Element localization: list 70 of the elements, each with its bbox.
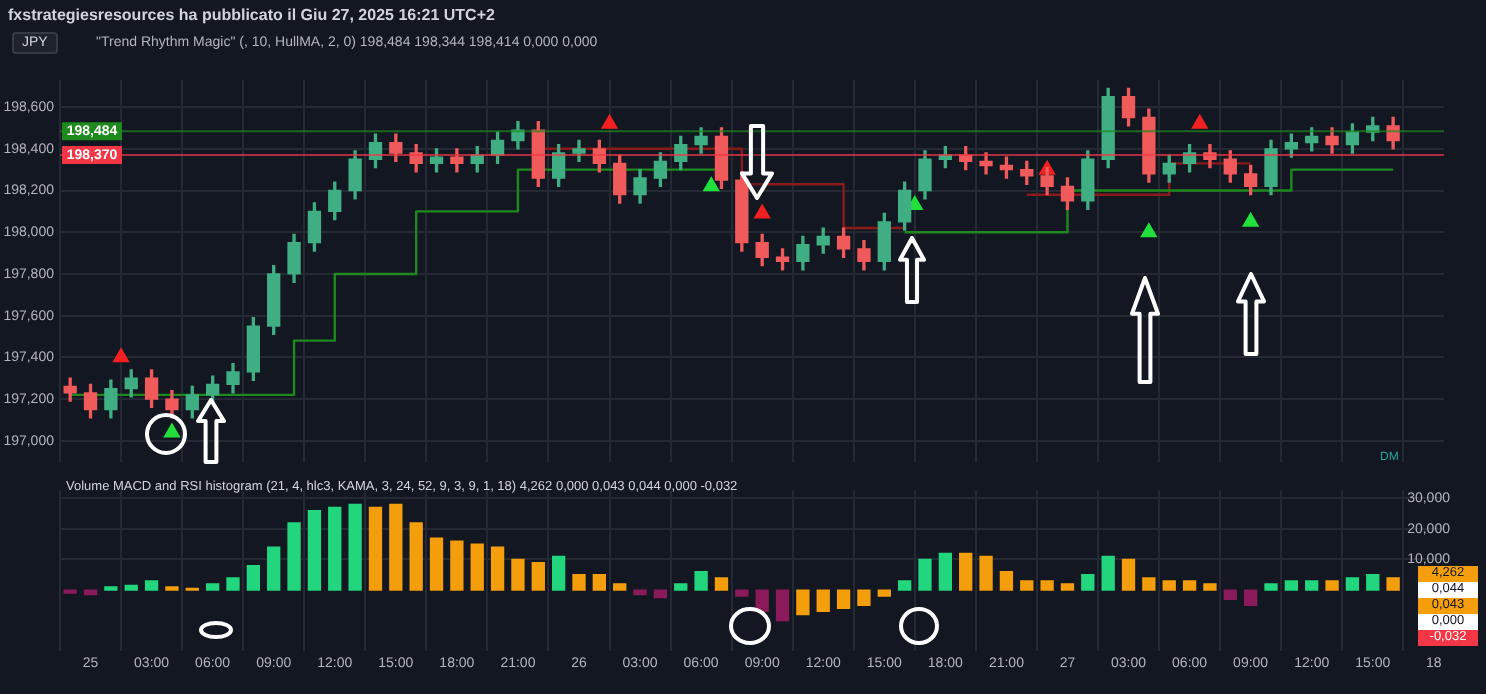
text: fxstrategiesresources ha pubblicato il Giu 27, 2025 16:21 UTC+2: [8, 6, 495, 24]
bar: [694, 571, 708, 591]
bar: [674, 583, 688, 591]
bar: [1121, 558, 1136, 591]
bar: [267, 546, 281, 591]
bar: [1081, 574, 1095, 591]
bar: [1040, 580, 1054, 591]
bar: [714, 577, 729, 591]
point: [113, 348, 129, 363]
point: [601, 114, 618, 129]
bar: [205, 583, 220, 591]
bar: [959, 552, 973, 591]
bar: [1223, 589, 1237, 600]
bar: [755, 589, 769, 613]
bar: [1386, 577, 1400, 591]
bar: [490, 546, 505, 591]
bar: [1142, 577, 1156, 591]
bar: [816, 589, 830, 613]
bar: [328, 506, 342, 591]
bar: [572, 574, 586, 591]
bar: [124, 584, 138, 591]
bar: [877, 589, 891, 597]
bar: [429, 537, 444, 591]
bar: [613, 583, 627, 591]
bar: [287, 522, 301, 591]
bar: [1284, 580, 1299, 591]
bar: [246, 564, 261, 591]
bar: [857, 589, 871, 606]
bar: [531, 561, 545, 591]
bar: [1325, 580, 1339, 591]
bar: [368, 506, 383, 591]
bar: [897, 580, 912, 591]
bar: [1162, 580, 1176, 591]
bar: [1020, 580, 1034, 591]
bar: [918, 558, 932, 591]
bar: [307, 509, 322, 591]
bar: [551, 555, 566, 591]
bar: [592, 574, 607, 591]
point: [703, 177, 720, 192]
point: [754, 204, 771, 219]
bar: [226, 577, 240, 591]
bar: [735, 589, 749, 597]
bar: [775, 589, 790, 622]
bar: [389, 503, 403, 591]
bar: [511, 558, 525, 591]
bar: [144, 580, 159, 591]
bar: [348, 503, 362, 591]
bar: [470, 543, 484, 591]
bar: [1243, 589, 1258, 606]
bar: [999, 571, 1014, 591]
bar: [1264, 583, 1278, 591]
bar: [83, 589, 98, 596]
point: [1140, 223, 1157, 238]
point: [1191, 114, 1208, 129]
bar: [633, 589, 647, 596]
bar: [1182, 580, 1197, 591]
bar: [938, 552, 953, 591]
bar: [1305, 580, 1319, 591]
bar: [450, 540, 464, 591]
bar: [1366, 574, 1380, 591]
bar: [979, 555, 993, 591]
bar: [1101, 555, 1115, 591]
bar: [409, 522, 423, 591]
bar: [796, 589, 810, 616]
bar: [1060, 583, 1075, 591]
bar: [1345, 577, 1360, 591]
bar: [836, 589, 851, 610]
bar: [653, 589, 668, 599]
point: [1242, 212, 1259, 227]
bar: [1203, 583, 1217, 591]
